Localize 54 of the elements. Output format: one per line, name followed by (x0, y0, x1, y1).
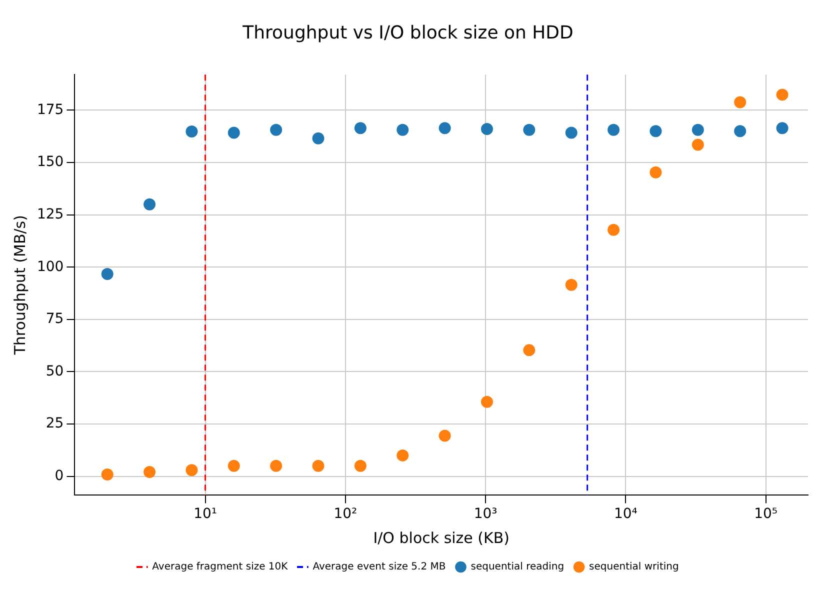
y-tick-label: 125 (36, 206, 64, 222)
point (776, 122, 788, 134)
chart-title: Throughput vs I/O block size on HDD (242, 22, 574, 44)
point (481, 396, 493, 408)
x-tick-label: 10⁴ (614, 506, 638, 522)
point (523, 344, 536, 356)
point (186, 464, 198, 476)
point (312, 460, 324, 472)
point (101, 468, 114, 480)
legend-label: Average event size 5.2 MB (312, 562, 446, 573)
point (396, 124, 409, 136)
y-axis-title: Throughput (MB/s) (10, 215, 29, 356)
y-tick-label: 175 (36, 102, 64, 118)
point (608, 124, 620, 136)
y-tick-label: 100 (36, 258, 64, 275)
x-tick-label: 10² (334, 506, 358, 522)
point (650, 125, 662, 138)
point (228, 126, 240, 139)
point (354, 460, 366, 472)
x-tick-label: 10¹ (194, 506, 218, 522)
point (144, 198, 156, 210)
point (438, 430, 451, 442)
point (438, 122, 451, 134)
point (523, 124, 536, 136)
legend-label: sequential reading (470, 562, 564, 573)
point (481, 123, 493, 136)
x-axis-title: I/O block size (KB) (373, 528, 510, 547)
y-tick-label: 150 (36, 154, 64, 170)
point (312, 132, 324, 144)
legend-label: sequential writing (589, 562, 679, 573)
point (776, 88, 788, 101)
point (186, 126, 198, 138)
point (565, 126, 578, 139)
legend-label: Average fragment size 10K (152, 562, 288, 573)
y-tick-label: 50 (46, 363, 64, 380)
point (270, 124, 282, 136)
point (144, 466, 156, 478)
point (228, 460, 240, 472)
point (565, 278, 578, 291)
point (354, 122, 366, 134)
point (608, 224, 620, 236)
point (101, 268, 114, 280)
point (692, 138, 704, 151)
y-tick-label: 75 (46, 311, 64, 328)
point (692, 124, 704, 136)
point (270, 460, 282, 472)
y-tick-label: 0 (54, 468, 64, 484)
x-tick-label: 10⁵ (754, 506, 778, 522)
point (734, 96, 746, 108)
x-tick-label: 10³ (474, 506, 498, 522)
point (734, 125, 746, 138)
point (396, 449, 409, 462)
point (650, 166, 662, 178)
y-tick-label: 25 (46, 416, 64, 432)
